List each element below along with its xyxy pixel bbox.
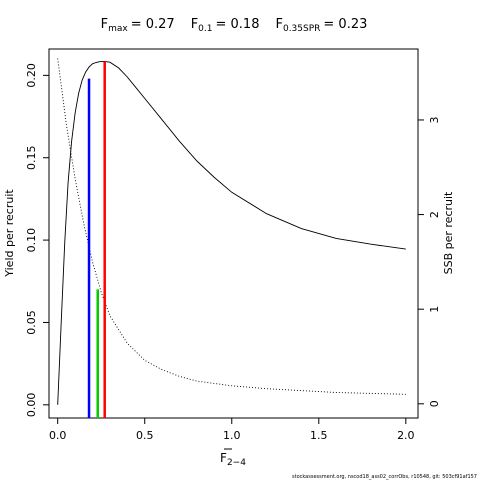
y-axis-yield: 0.00 0.05 0.10 0.15 0.20 <box>25 63 49 417</box>
y2-tick-label: 0 <box>428 400 441 407</box>
y-tick-label: 0.05 <box>25 310 38 335</box>
chart-title: Fmax = 0.27 F0.1 = 0.18 F0.35SPR = 0.23 <box>101 17 368 34</box>
x-tick-label: 2.0 <box>397 429 415 442</box>
y-tick-label: 0.10 <box>25 228 38 253</box>
y2-tick-label: 2 <box>428 211 441 218</box>
y2-tick-label: 3 <box>428 116 441 123</box>
x-tick-label: 0.0 <box>49 429 67 442</box>
y-tick-label: 0.20 <box>25 63 38 88</box>
y-axis-ssb: 0 1 2 3 <box>418 116 441 407</box>
y-tick-label: 0.15 <box>25 145 38 170</box>
y-axis-label: Yield per recruit <box>3 189 16 278</box>
x-axis-label: F2−4 <box>220 451 246 468</box>
y2-tick-label: 1 <box>428 306 441 313</box>
yield-per-recruit-line <box>57 60 406 405</box>
reference-lines <box>87 61 106 418</box>
ssb-per-recruit-line <box>57 58 406 395</box>
x-tick-label: 1.5 <box>310 429 328 442</box>
x-tick-label: 1.0 <box>223 429 241 442</box>
y-tick-label: 0.00 <box>25 393 38 418</box>
x-tick-label: 0.5 <box>136 429 154 442</box>
series-group <box>57 58 406 405</box>
footer-text: stockassessment.org, nscod18_ass02_corrO… <box>292 474 477 480</box>
y2-axis-label: SSB per recruit <box>442 191 455 274</box>
x-axis: 0.0 0.5 1.0 1.5 2.0 <box>49 417 415 442</box>
